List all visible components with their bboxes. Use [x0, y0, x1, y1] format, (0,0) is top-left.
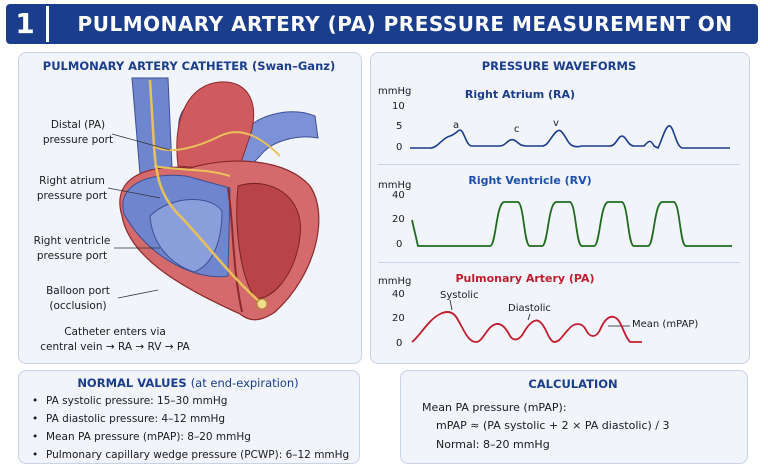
rv-unit: mmHg: [378, 180, 412, 191]
ra-waveform: [410, 125, 730, 150]
calculation-panel: [400, 370, 748, 464]
list-item: • Pulmonary capillary wedge pressure (PCW…: [32, 449, 350, 461]
right-ventricle: [149, 199, 223, 273]
label-distal-port: Distal (PA) pressure port: [42, 119, 114, 146]
catheter-line-ra: [153, 165, 231, 177]
list-item: • PA diastolic pressure: 4–12 mmHg: [32, 413, 226, 425]
calculation-title: CALCULATION: [528, 377, 618, 391]
rv-title: Right Ventricle (RV): [468, 174, 592, 187]
left-ventricle: [236, 182, 301, 299]
pa-label-mean: Mean (mPAP): [632, 319, 699, 330]
normal-values-list: • PA systolic pressure: 15–30 mmHg • PA di…: [32, 392, 352, 464]
pa-waveform: [411, 299, 642, 343]
ra-label-c: c: [514, 124, 520, 135]
rv-tick-20: 20: [392, 214, 405, 225]
septum: [227, 187, 243, 313]
ra-tick-10: 10: [392, 101, 405, 112]
rv-tick-40: 40: [392, 190, 405, 201]
calculation-line-1: Mean PA pressure (mPAP):: [422, 401, 567, 414]
pa-label-diastolic: Diastolic: [508, 303, 551, 314]
catheter-panel-title: PULMONARY ARTERY CATHETER (Swan–Ganz): [42, 59, 336, 73]
catheter-caption: Catheter enters via central vein → RA → …: [40, 326, 190, 353]
balloon-tip: [256, 298, 268, 310]
section-number: 1: [15, 7, 35, 40]
pa-tick-0: 0: [396, 338, 403, 349]
normal-values-panel: [18, 370, 360, 464]
pa-label-systolic: Systolic: [440, 290, 479, 301]
calculation-normal: Normal: 8–20 mmHg: [436, 438, 550, 451]
ra-title: Right Atrium (RA): [464, 88, 576, 101]
label-balloon-port: Balloon port (occlusion): [46, 285, 110, 312]
ra-tick-5: 5: [396, 121, 403, 132]
heart-illustration: [119, 77, 320, 321]
list-item: • PA systolic pressure: 15–30 mmHg: [32, 395, 228, 407]
ra-unit: mmHg: [378, 86, 412, 97]
header-bar: [6, 4, 758, 44]
divider-1: [378, 164, 740, 165]
rv-waveform: [411, 201, 732, 247]
ra-label-v: v: [553, 118, 559, 129]
rv-tick-0: 0: [396, 239, 403, 250]
calculation-formula: mPAP ≈ (PA systolic + 2 × PA diastolic) …: [436, 419, 670, 432]
list-item: • Mean PA pressure (mPAP): 8–20 mmHg: [32, 431, 251, 443]
pa-title: Pulmonary Artery (PA): [455, 272, 595, 285]
header-divider: [46, 6, 49, 42]
waveforms-panel-title: PRESSURE WAVEFORMS: [481, 59, 637, 73]
catheter-line-pa: [153, 131, 281, 157]
aorta: [176, 81, 255, 172]
pa-tick-40: 40: [392, 289, 405, 300]
label-rv-port: Right ventricle pressure port: [33, 235, 111, 262]
pa-tick-20: 20: [392, 313, 405, 324]
waveforms-panel: [370, 52, 750, 364]
normal-values-suffix: (at end-expiration): [190, 376, 299, 390]
normal-values-title: NORMAL VALUES (at end-expiration): [77, 376, 299, 390]
ra-label-a: a: [453, 120, 460, 131]
ra-tick-0: 0: [396, 142, 403, 153]
pa-unit: mmHg: [378, 276, 412, 287]
label-ra-port: Right atrium pressure port: [36, 175, 108, 202]
divider-2: [378, 262, 740, 263]
